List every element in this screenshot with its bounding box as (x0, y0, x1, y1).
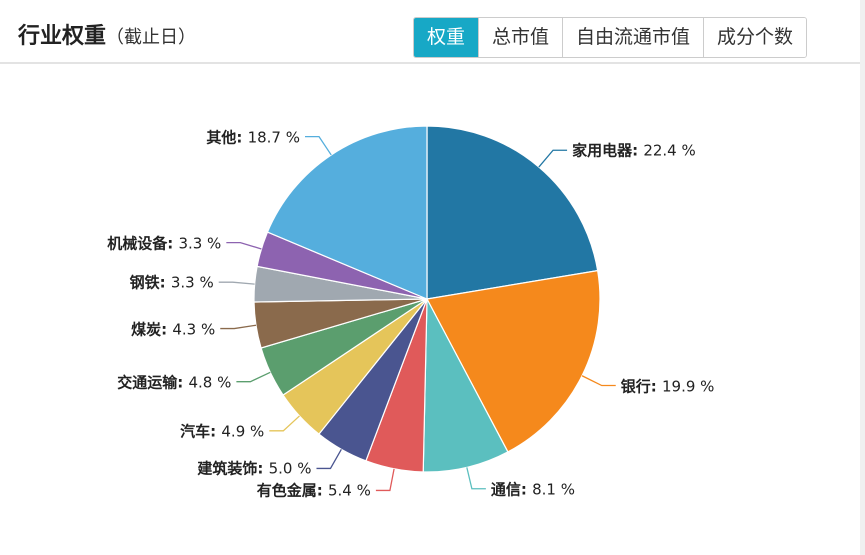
value-label: 3.3 % (178, 234, 222, 253)
leader-line (316, 448, 342, 470)
category-label: 汽车 (180, 422, 221, 440)
category-label: 银行 (621, 377, 662, 395)
leader-line (220, 324, 257, 330)
subtitle: （截止日） (106, 27, 197, 48)
leader-line (236, 371, 271, 383)
pie-slice (426, 269, 601, 453)
leader-line (269, 415, 300, 432)
value-label: 4.8 % (188, 373, 232, 392)
leader-line (226, 241, 262, 250)
leader-line (305, 135, 332, 156)
value-label: 19.9 % (661, 377, 715, 396)
leader-line (538, 149, 568, 168)
tab[interactable]: 总市值 (478, 18, 563, 57)
category-label: 交通运输 (117, 373, 188, 391)
value-label: 5.4 % (328, 481, 371, 500)
slice-label: 汽车4.9 % (180, 420, 264, 441)
value-label: 5.0 % (268, 459, 312, 478)
tab[interactable]: 成分个数 (703, 18, 807, 57)
tab[interactable]: 权重 (414, 18, 479, 57)
value-label: 3.3 % (170, 273, 214, 292)
title: 行业权重（截止日） (18, 18, 196, 50)
category-label: 有色金属 (257, 482, 328, 500)
tab[interactable]: 自由流通市值 (562, 18, 704, 57)
category-label: 建筑装饰 (197, 460, 268, 478)
header: 行业权重（截止日） 权重 总市值 自由流通市值 成分个数 (0, 0, 860, 64)
value-label: 4.9 % (221, 422, 265, 441)
leader-line (375, 468, 395, 492)
slice-label: 有色金属5.4 % (257, 480, 371, 501)
leader-line (581, 375, 616, 387)
slice-label: 家用电器22.4 % (572, 140, 696, 161)
tab-group: 权重 总市值 自由流通市值 成分个数 (413, 17, 808, 58)
pie-slice (422, 296, 509, 473)
value-label: 8.1 % (532, 480, 576, 499)
value-label: 22.4 % (643, 141, 696, 160)
category-label: 其他 (206, 128, 247, 146)
category-label: 家用电器 (572, 142, 643, 160)
value-label: 18.7 % (247, 128, 300, 147)
category-label: 钢铁 (130, 274, 171, 292)
slice-label: 其他18.7 % (206, 126, 300, 147)
slice-label: 钢铁3.3 % (130, 272, 214, 293)
title-text: 行业权重 (18, 24, 107, 49)
slice-label: 通信8.1 % (491, 478, 575, 499)
slice-label: 建筑装饰5.0 % (197, 458, 311, 479)
category-label: 通信 (491, 480, 532, 498)
leader-line (218, 281, 255, 285)
slice-label: 交通运输4.8 % (117, 371, 231, 392)
slice-label: 银行19.9 % (621, 375, 715, 396)
category-label: 煤炭 (131, 320, 172, 338)
pie-slice (426, 125, 599, 300)
slice-label: 机械设备3.3 % (107, 232, 221, 253)
category-label: 机械设备 (107, 234, 178, 252)
leader-line (466, 467, 486, 490)
pie-slice (266, 125, 428, 300)
value-label: 4.3 % (172, 320, 216, 339)
slice-label: 煤炭4.3 % (131, 318, 215, 339)
